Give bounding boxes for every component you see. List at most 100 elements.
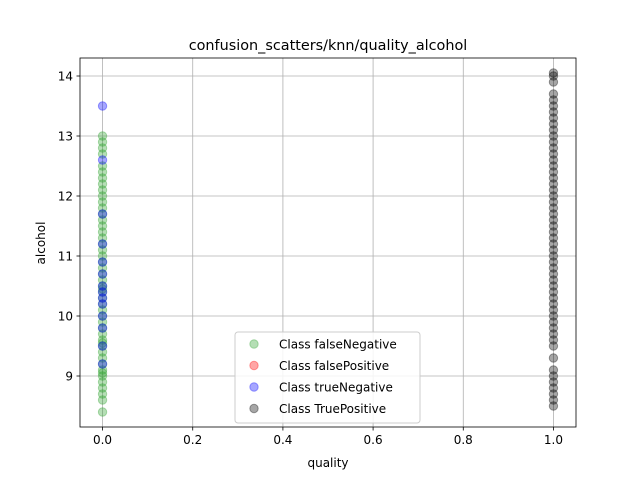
data-point-series-3: [548, 233, 559, 243]
data-point-series-3: [548, 215, 559, 225]
x-tick-label: 0.2: [183, 433, 202, 447]
y-tick-label: 11: [58, 250, 73, 264]
legend-marker: [249, 339, 259, 349]
y-tick-label: 14: [58, 70, 73, 84]
data-point-series-0: [97, 281, 108, 291]
data-point-series-3: [548, 167, 559, 177]
data-point-series-3: [548, 203, 559, 213]
y-tick-label: 13: [58, 130, 73, 144]
data-point-series-3: [548, 161, 559, 171]
data-point-series-0: [97, 137, 108, 147]
data-point-series-3: [548, 71, 559, 81]
data-point-series-0: [97, 371, 108, 381]
data-point-series-0: [97, 341, 108, 351]
data-point-series-3: [548, 113, 559, 123]
data-point-series-0: [97, 389, 108, 399]
data-point-series-0: [97, 293, 108, 303]
data-point-series-2: [97, 323, 108, 333]
data-point-series-0: [97, 203, 108, 213]
data-point-series-3: [548, 281, 559, 291]
data-point-series-0: [97, 161, 108, 171]
data-points: [97, 68, 559, 417]
data-point-series-0: [97, 323, 108, 333]
data-point-series-0: [97, 359, 108, 369]
data-point-series-3: [548, 95, 559, 105]
data-point-series-2: [97, 155, 108, 165]
data-point-series-3: [548, 209, 559, 219]
y-tick-label: 12: [58, 190, 73, 204]
data-point-series-0: [97, 197, 108, 207]
data-point-series-2: [97, 293, 108, 303]
data-point-series-3: [548, 371, 559, 381]
data-point-series-0: [97, 185, 108, 195]
data-point-series-3: [548, 143, 559, 153]
data-point-series-0: [97, 338, 108, 348]
data-point-series-3: [548, 125, 559, 135]
data-point-series-3: [548, 299, 559, 309]
data-point-series-0: [97, 245, 108, 255]
data-point-series-0: [97, 329, 108, 339]
x-tick-label: 0.4: [273, 433, 292, 447]
data-point-series-2: [97, 101, 108, 111]
data-point-series-3: [548, 221, 559, 231]
data-point-series-0: [97, 233, 108, 243]
data-point-series-2: [97, 239, 108, 249]
data-point-series-0: [97, 365, 108, 375]
chart-title: confusion_scatters/knn/quality_alcohol: [189, 38, 468, 54]
data-point-series-3: [548, 131, 559, 141]
data-point-series-3: [548, 185, 559, 195]
data-point-series-0: [97, 251, 108, 261]
data-point-series-3: [548, 107, 559, 117]
y-tick-label: 9: [65, 370, 73, 384]
data-point-series-3: [548, 323, 559, 333]
data-point-series-3: [548, 287, 559, 297]
data-point-series-3: [548, 119, 559, 129]
axis-ticks: 0.0 0.2 0.4 0.6 0.8 1.0 9 10 11 12 13 14: [58, 70, 563, 448]
data-point-series-3: [548, 155, 559, 165]
data-point-series-3: [548, 89, 559, 99]
data-point-series-0: [97, 167, 108, 177]
data-point-series-3: [548, 317, 559, 327]
data-point-series-3: [548, 101, 559, 111]
data-point-series-0: [97, 179, 108, 189]
x-tick-label: 0.0: [93, 433, 112, 447]
data-point-series-0: [97, 299, 108, 309]
data-point-series-0: [97, 317, 108, 327]
data-point-series-0: [97, 383, 108, 393]
data-point-series-0: [97, 263, 108, 273]
data-point-series-3: [548, 251, 559, 261]
data-point-series-3: [548, 197, 559, 207]
data-point-series-2: [97, 287, 108, 297]
legend-label: Class trueNegative: [279, 381, 393, 395]
grid: [80, 58, 576, 427]
data-point-series-3: [548, 77, 559, 87]
data-point-series-0: [97, 377, 108, 387]
legend: Class falseNegative Class falsePositive Cl…: [234, 331, 421, 424]
data-point-series-3: [548, 263, 559, 273]
plot-frame: [79, 57, 577, 428]
data-point-series-3: [548, 401, 559, 411]
data-point-series-0: [97, 368, 108, 378]
data-point-series-3: [548, 365, 559, 375]
data-point-series-0: [97, 284, 108, 294]
data-point-series-3: [548, 173, 559, 183]
data-point-series-3: [548, 245, 559, 255]
data-point-series-0: [97, 239, 108, 249]
data-point-series-3: [548, 311, 559, 321]
y-tick-label: 10: [58, 310, 73, 324]
data-point-series-3: [548, 335, 559, 345]
data-point-series-0: [97, 353, 108, 363]
data-point-series-3: [548, 257, 559, 267]
data-point-series-0: [97, 143, 108, 153]
x-axis-label: quality: [307, 456, 348, 470]
data-point-series-3: [548, 68, 559, 78]
legend-marker: [249, 360, 259, 371]
data-point-series-3: [548, 179, 559, 189]
data-point-series-0: [97, 275, 108, 285]
data-point-series-3: [548, 383, 559, 393]
legend-marker: [249, 382, 259, 392]
legend-marker: [249, 403, 259, 414]
data-point-series-0: [97, 305, 108, 315]
data-point-series-0: [97, 335, 108, 345]
